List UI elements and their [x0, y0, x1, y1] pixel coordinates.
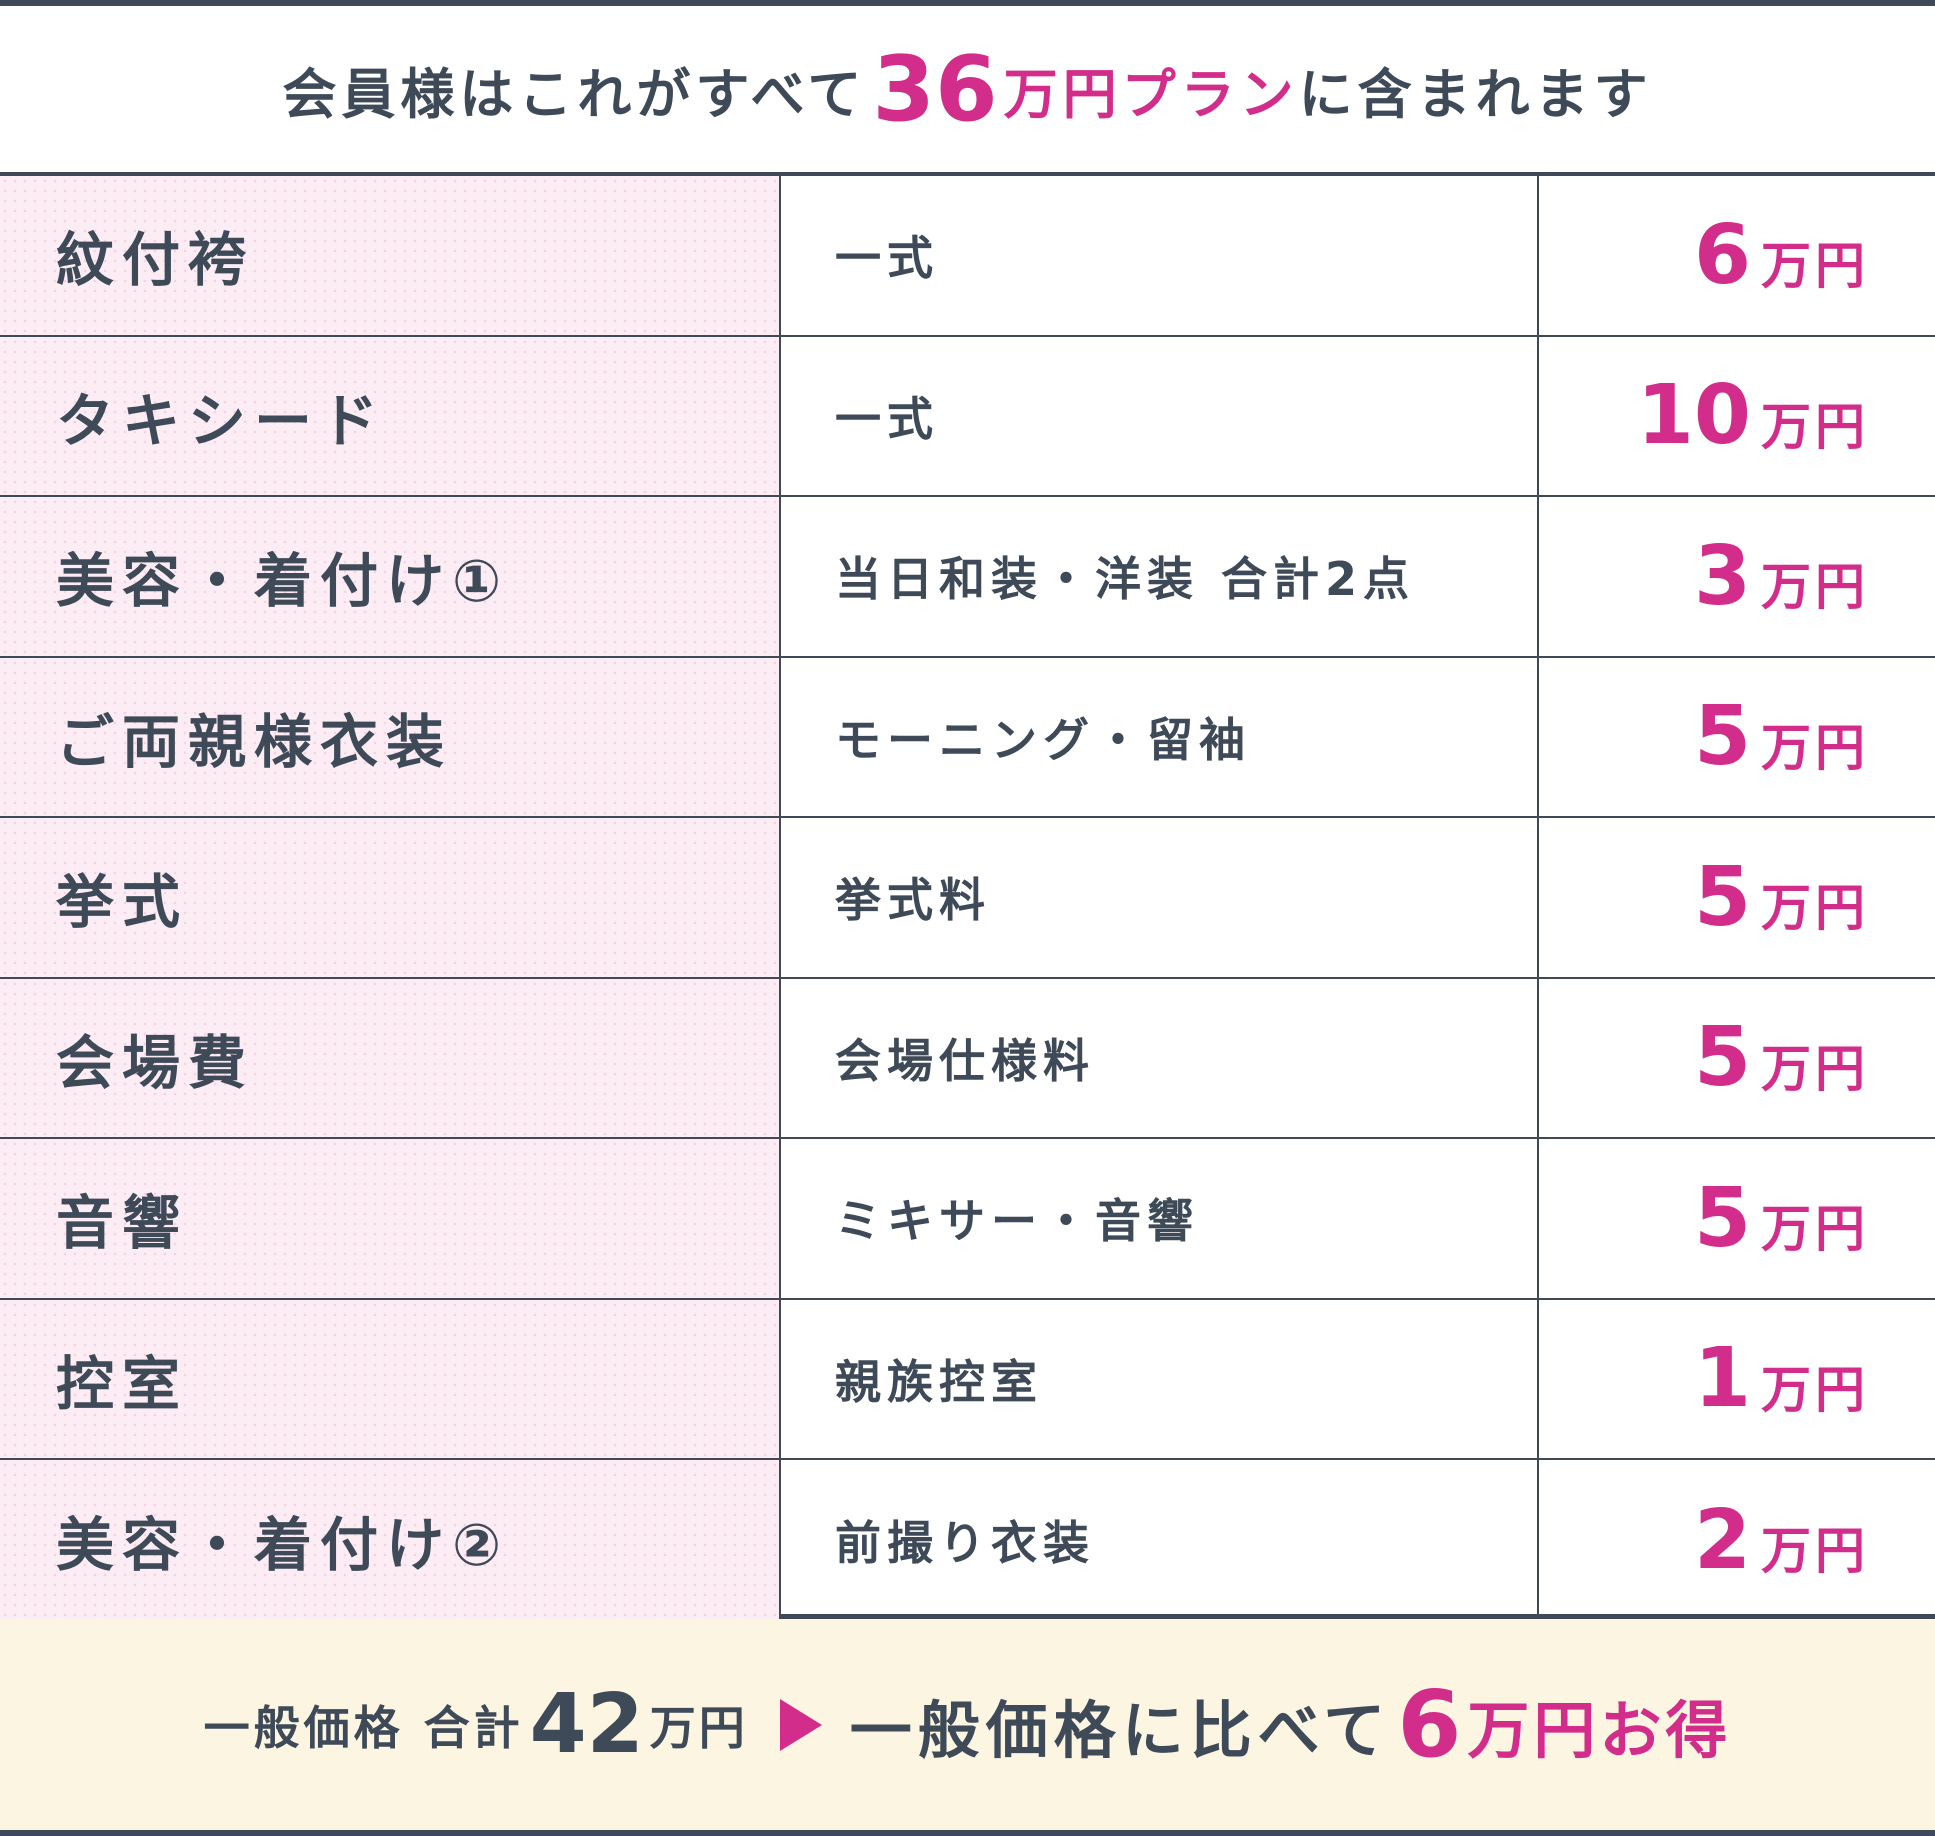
price-value: 5 [1693, 1010, 1751, 1106]
item-price: 5 万円 [1539, 1139, 1935, 1298]
item-detail: 当日和装・洋装 合計2点 [781, 497, 1539, 656]
regular-price-amount: 42 [529, 1677, 644, 1772]
item-name: 挙式 [0, 818, 781, 977]
item-price: 5 万円 [1539, 979, 1935, 1138]
table-row: 会場費 会場仕様料 5 万円 [0, 978, 1935, 1139]
price-unit: 万円 [1761, 718, 1869, 777]
price-value: 3 [1693, 528, 1751, 624]
price-unit: 万円 [1761, 1522, 1869, 1581]
price-unit: 万円 [1761, 1039, 1869, 1098]
item-price: 5 万円 [1539, 818, 1935, 977]
item-name: タキシード [0, 336, 781, 495]
regular-price-unit: 万円 [649, 1700, 748, 1755]
headline-suffix: に含まれます [1298, 62, 1653, 126]
item-detail: モーニング・留袖 [781, 657, 1539, 816]
item-price: 6 万円 [1539, 176, 1935, 335]
price-value: 2 [1693, 1492, 1751, 1588]
arrow-right-icon [779, 1698, 822, 1751]
table-row: 美容・着付け② 前撮り衣装 2 万円 [0, 1460, 1935, 1621]
item-detail: 会場仕様料 [781, 978, 1539, 1137]
price-unit: 万円 [1761, 879, 1869, 938]
savings-unit: 万円お得 [1467, 1693, 1732, 1767]
plan-unit: 万円 [1003, 62, 1122, 126]
item-price: 5 万円 [1539, 658, 1935, 817]
headline-prefix: 会員様はこれがすべて [282, 62, 867, 126]
item-name: 紋付袴 [0, 176, 781, 335]
item-name: 音響 [0, 1139, 781, 1298]
price-unit: 万円 [1761, 1200, 1869, 1259]
item-name: 控室 [0, 1299, 781, 1458]
plan-amount: 36 [872, 36, 998, 142]
item-name: ご両親様衣装 [0, 657, 781, 816]
price-value: 5 [1693, 1170, 1751, 1266]
item-detail: 挙式料 [781, 818, 1539, 977]
price-value: 6 [1693, 207, 1751, 303]
comparison-text: 一般価格に比べて [849, 1693, 1392, 1767]
plan-headline: 会員様はこれがすべて 36 万円 プラン に含まれます [0, 6, 1935, 172]
price-unit: 万円 [1761, 1360, 1869, 1419]
item-name: 美容・着付け② [0, 1460, 781, 1621]
plan-word: プラン [1121, 62, 1299, 126]
item-detail: 前撮り衣装 [781, 1460, 1539, 1621]
table-row: タキシード 一式 10 万円 [0, 336, 1935, 497]
item-name: 会場費 [0, 978, 781, 1137]
price-value: 5 [1693, 849, 1751, 945]
price-value: 5 [1693, 689, 1751, 785]
price-value: 1 [1693, 1331, 1751, 1427]
item-detail: 一式 [781, 176, 1539, 335]
table-row: 控室 親族控室 1 万円 [0, 1299, 1935, 1460]
item-detail: 一式 [781, 336, 1539, 495]
savings-banner: 一般価格 合計 42 万円 一般価格に比べて 6 万円お得 [0, 1619, 1935, 1830]
table-row: ご両親様衣装 モーニング・留袖 5 万円 [0, 657, 1935, 818]
table-row: 美容・着付け① 当日和装・洋装 合計2点 3 万円 [0, 497, 1935, 658]
table-row: 音響 ミキサー・音響 5 万円 [0, 1139, 1935, 1300]
top-divider [0, 0, 1935, 6]
savings-amount: 6 [1397, 1671, 1462, 1778]
price-unit: 万円 [1761, 558, 1869, 617]
price-value: 10 [1636, 368, 1751, 464]
item-price: 1 万円 [1539, 1300, 1935, 1459]
item-detail: 親族控室 [781, 1299, 1539, 1458]
price-unit: 万円 [1761, 397, 1869, 456]
bottom-divider [0, 1830, 1935, 1836]
item-price: 10 万円 [1539, 337, 1935, 496]
regular-price-label: 一般価格 合計 [203, 1700, 524, 1755]
item-price: 2 万円 [1539, 1460, 1935, 1621]
price-unit: 万円 [1761, 237, 1869, 296]
included-items-table: 紋付袴 一式 6 万円 タキシード 一式 10 万円 美容・着付け① 当日和装・洋装… [0, 172, 1935, 1621]
item-price: 3 万円 [1539, 497, 1935, 656]
table-row: 紋付袴 一式 6 万円 [0, 176, 1935, 337]
item-name: 美容・着付け① [0, 497, 781, 656]
item-detail: ミキサー・音響 [781, 1139, 1539, 1298]
table-row: 挙式 挙式料 5 万円 [0, 818, 1935, 979]
